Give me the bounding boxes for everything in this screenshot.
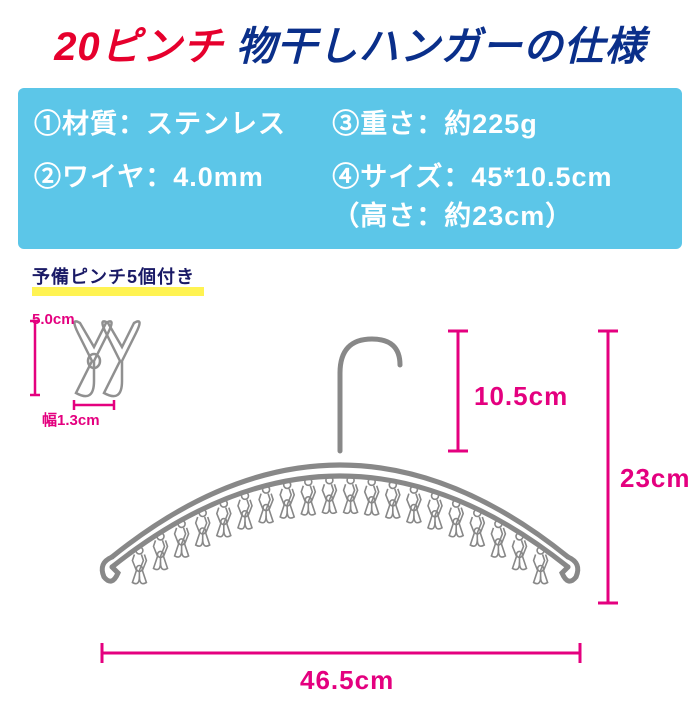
product-diagram: 予備ピンチ5個付き 5.0cm 幅1.3cm	[0, 249, 700, 699]
spec-size-sub: （高さ：約23cm）	[332, 194, 666, 233]
spec-size: ④サイズ：45*10.5cm	[332, 155, 666, 194]
spec-weight: ③重さ：約225g	[332, 102, 666, 141]
hanger-illustration	[60, 303, 660, 723]
dim-total-width: 46.5cm	[300, 665, 394, 696]
spec-material: ①材質：ステンレス	[34, 102, 324, 141]
dim-total-height: 23cm	[620, 463, 691, 494]
spec-wire: ②ワイヤ：4.0mm	[34, 155, 324, 233]
dim-hook-height: 10.5cm	[474, 381, 568, 412]
title-suffix: 物干しハンガーの仕様	[224, 25, 646, 69]
extra-clip-callout: 予備ピンチ5個付き	[32, 263, 204, 296]
title-pinch: 20ピンチ	[54, 25, 224, 69]
specs-box: ①材質：ステンレス ③重さ：約225g ②ワイヤ：4.0mm ④サイズ：45*1…	[18, 88, 682, 249]
extra-clip-label: 予備ピンチ5個付き	[32, 263, 204, 289]
title-bar: 20ピンチ 物干しハンガーの仕様	[0, 0, 700, 82]
